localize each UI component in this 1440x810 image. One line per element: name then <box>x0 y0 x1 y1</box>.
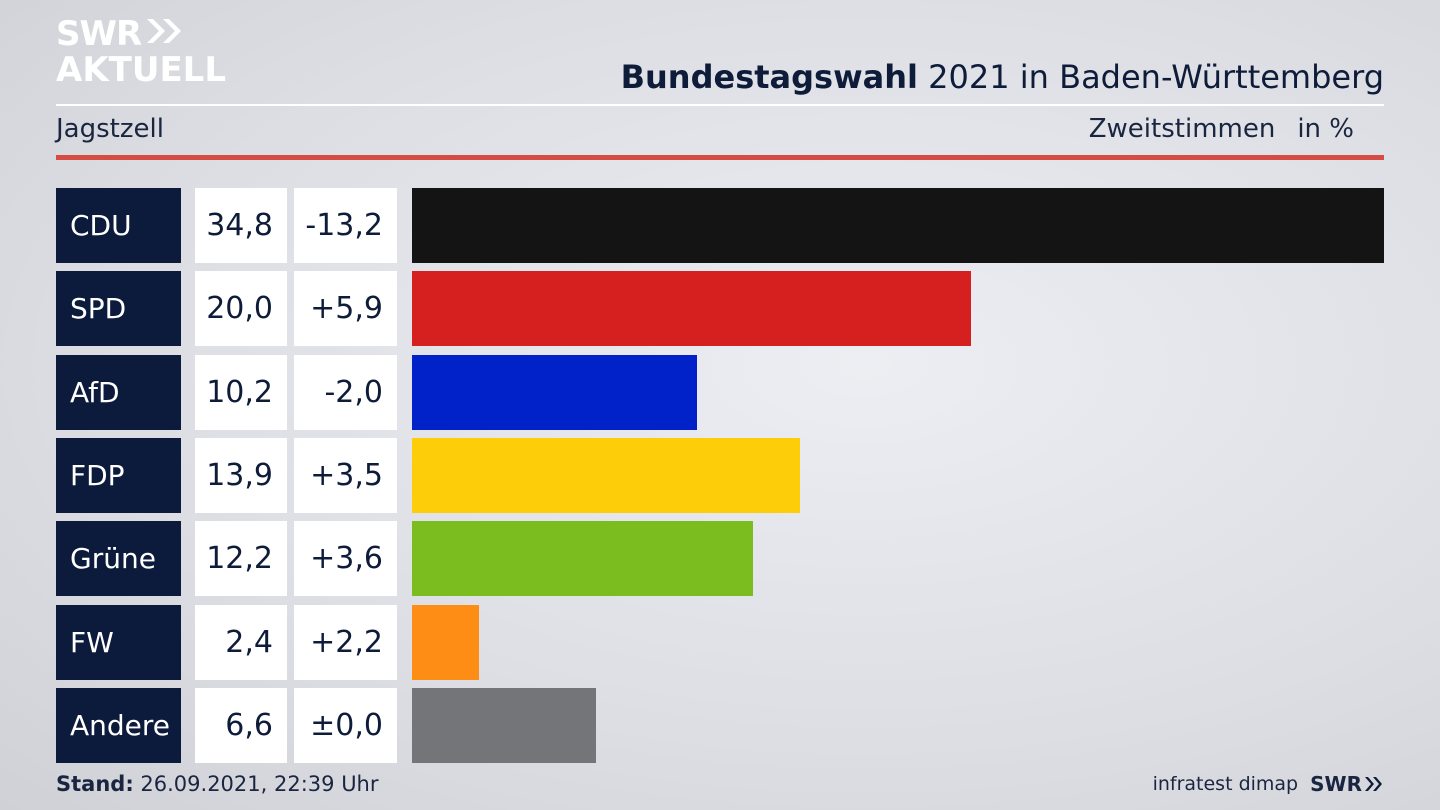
title-bold: Bundestagswahl <box>620 58 918 96</box>
vote-share-value: 20,0 <box>195 271 287 347</box>
party-label: AfD <box>56 354 181 430</box>
change-value: +3,6 <box>294 521 397 597</box>
result-bar <box>412 354 697 430</box>
party-label: CDU <box>56 188 181 263</box>
party-label: Andere <box>56 687 181 763</box>
party-label: SPD <box>56 271 181 347</box>
stand-label: Stand: <box>56 772 134 796</box>
result-row: FDP 13,9 +3,5 <box>56 437 1384 513</box>
result-bar <box>412 521 753 597</box>
change-value: +2,2 <box>294 604 397 680</box>
timestamp: Stand: 26.09.2021, 22:39 Uhr <box>56 772 379 796</box>
vote-type-label: Zweitstimmen in % <box>1089 114 1354 144</box>
vote-share-value: 34,8 <box>195 188 287 263</box>
accent-divider <box>56 155 1384 160</box>
logo-line2: AKTUELL <box>56 50 227 90</box>
header-divider <box>56 104 1384 106</box>
result-row: FW 2,4 +2,2 <box>56 604 1384 680</box>
result-row: AfD 10,2 -2,0 <box>56 354 1384 430</box>
change-value: ±0,0 <box>294 687 397 763</box>
swr-aktuell-logo: SWR AKTUELL <box>56 16 226 88</box>
swr-footer-logo: SWR <box>1310 772 1384 796</box>
result-row: CDU 34,8 -13,2 <box>56 188 1384 263</box>
brand-label: SWR <box>1310 772 1362 796</box>
result-bar <box>412 687 596 763</box>
party-label: FDP <box>56 437 181 513</box>
vote-share-value: 6,6 <box>195 687 287 763</box>
party-label: FW <box>56 604 181 680</box>
result-bar <box>412 188 1384 263</box>
title-rest: 2021 in Baden-Württemberg <box>928 58 1384 96</box>
result-bar <box>412 437 800 513</box>
vote-share-value: 12,2 <box>195 521 287 597</box>
source-credit: infratest dimap SWR <box>1153 772 1384 796</box>
vote-share-value: 10,2 <box>195 354 287 430</box>
region-name: Jagstzell <box>56 114 164 144</box>
vote-type: Zweitstimmen <box>1088 114 1276 144</box>
change-value: -13,2 <box>294 188 397 263</box>
change-value: +5,9 <box>294 271 397 347</box>
double-chevron-icon <box>145 16 183 52</box>
page-title: Bundestagswahl 2021 in Baden-Württemberg <box>621 58 1384 96</box>
logo-line1: SWR <box>56 14 142 54</box>
vote-share-value: 13,9 <box>195 437 287 513</box>
result-bar <box>412 271 971 347</box>
unit-label: in % <box>1297 114 1354 144</box>
change-value: +3,5 <box>294 437 397 513</box>
vote-share-value: 2,4 <box>195 604 287 680</box>
double-chevron-icon <box>1365 777 1382 791</box>
change-value: -2,0 <box>294 354 397 430</box>
result-row: Andere 6,6 ±0,0 <box>56 687 1384 763</box>
party-label: Grüne <box>56 521 181 597</box>
result-row: SPD 20,0 +5,9 <box>56 271 1384 347</box>
result-bar <box>412 604 479 680</box>
stand-value: 26.09.2021, 22:39 Uhr <box>140 772 379 796</box>
result-row: Grüne 12,2 +3,6 <box>56 521 1384 597</box>
source-label: infratest dimap <box>1152 773 1299 795</box>
